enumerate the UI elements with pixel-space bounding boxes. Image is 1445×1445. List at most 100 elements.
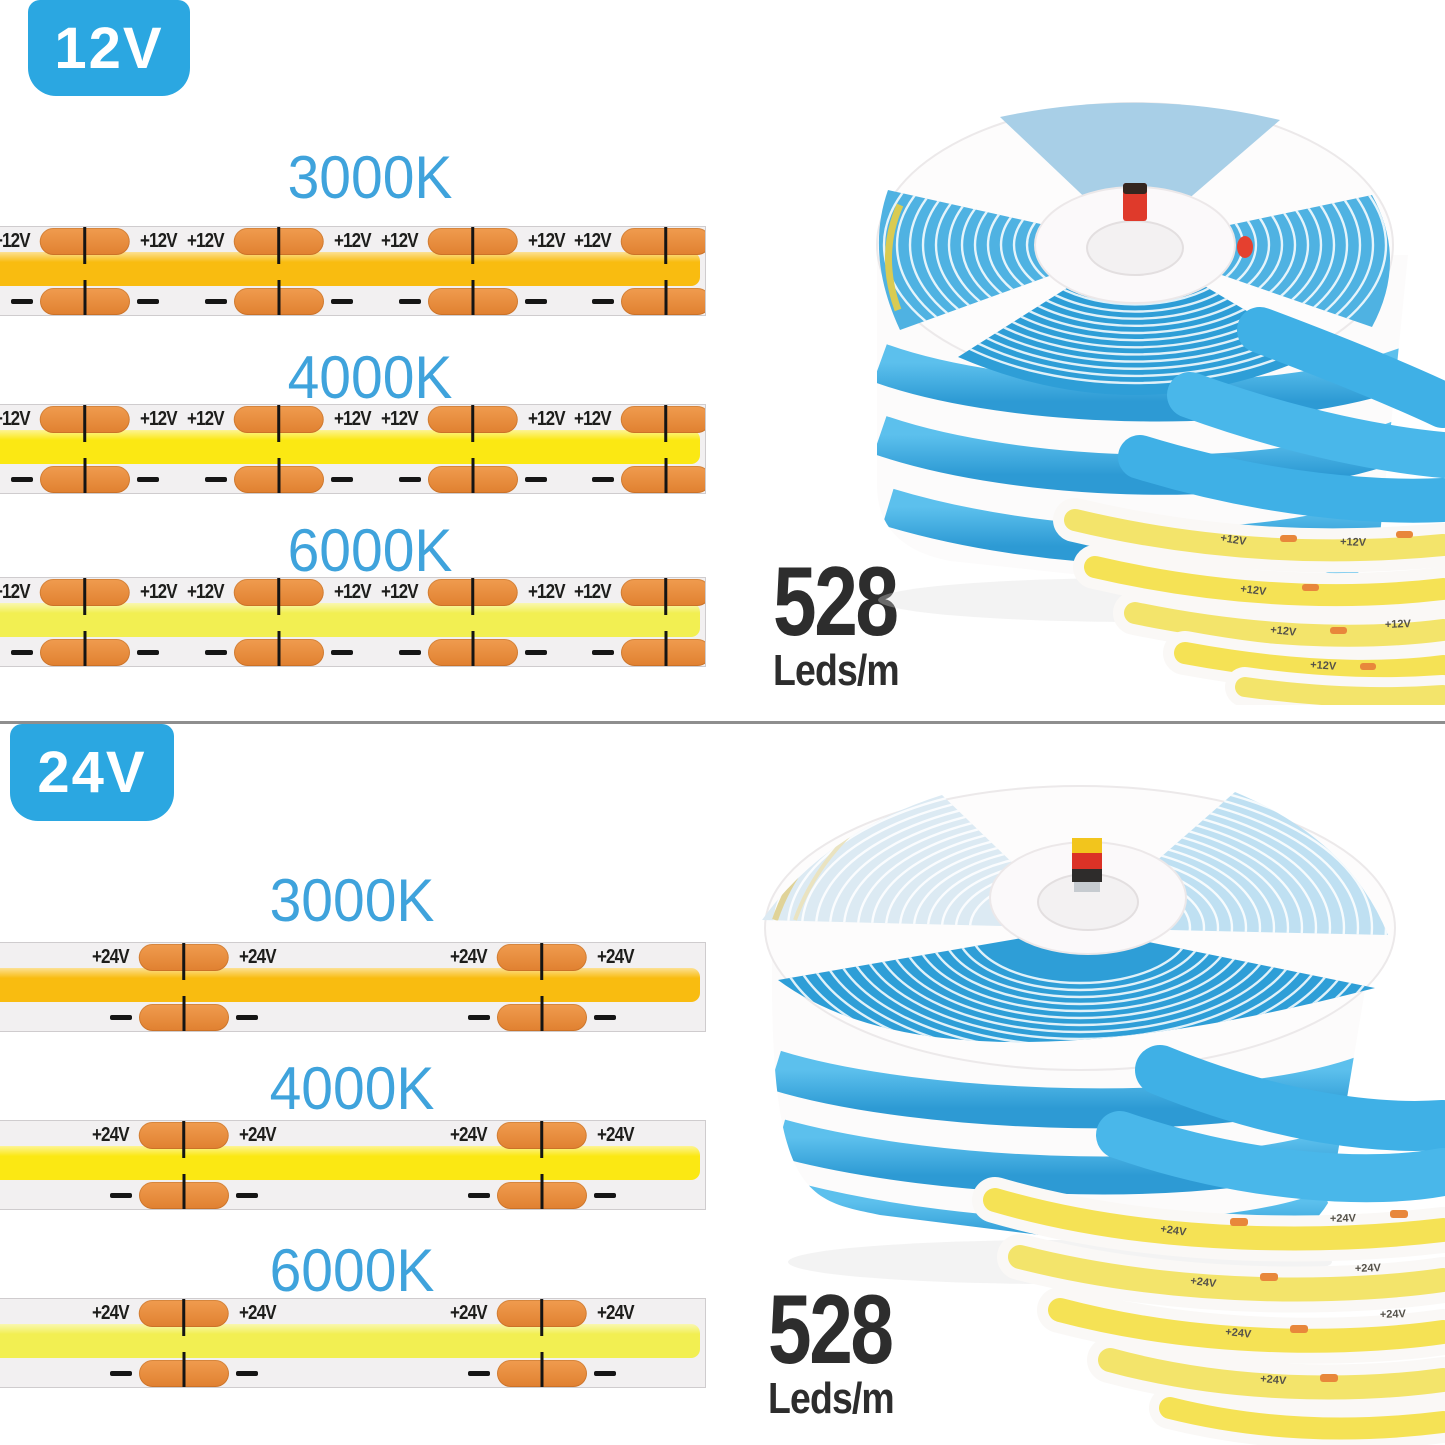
negative-marking	[236, 1371, 258, 1376]
pad-cut-line	[277, 458, 281, 493]
reel-top-face	[876, 102, 1394, 396]
positive-marking: +12V	[380, 581, 419, 603]
solder-pad	[497, 1121, 587, 1158]
positive-pad-group: +24V +24V	[89, 943, 280, 980]
light-emitting-band	[0, 968, 700, 1002]
cascade-voltage-text: +12V	[1240, 583, 1268, 598]
positive-marking: +24V	[597, 1124, 635, 1146]
pad-cut-line	[277, 578, 281, 615]
positive-marking: +12V	[573, 581, 612, 603]
negative-pad-group	[205, 458, 353, 493]
positive-pad-group: +24V +24V	[89, 1121, 280, 1158]
voltage-badge-24v: 24V	[10, 724, 174, 821]
solder-pad	[40, 458, 130, 493]
negative-marking	[110, 1015, 132, 1020]
positive-marking: +12V	[0, 581, 31, 603]
negative-marking	[594, 1015, 616, 1020]
positive-marking: +12V	[140, 230, 178, 252]
negative-pad-group	[399, 631, 547, 666]
cct-label-6000k: 6000K	[269, 1237, 435, 1304]
led-strip-3000k: +24V +24V +24V +24V	[0, 942, 706, 1032]
negative-pad-group	[468, 1352, 616, 1387]
positive-marking: +12V	[334, 408, 372, 430]
negative-pad-group	[399, 280, 547, 315]
pad-cut-line	[540, 996, 544, 1031]
negative-marking	[592, 299, 614, 304]
cascade-voltage-text: +12V	[1385, 618, 1412, 631]
cascade-voltage-text: +24V	[1355, 1262, 1382, 1275]
negative-marking	[468, 1015, 490, 1020]
negative-marking	[110, 1193, 132, 1198]
solder-pad	[234, 405, 324, 442]
pad-cut-line	[664, 405, 668, 442]
solder-pad	[428, 280, 518, 315]
solder-pad	[139, 1121, 229, 1158]
positive-marking: +24V	[239, 1124, 277, 1146]
positive-marking: +12V	[573, 230, 612, 252]
negative-marking	[399, 477, 421, 482]
pad-cut-line	[83, 458, 87, 493]
solder-pad	[139, 943, 229, 980]
led-density-value: 528	[773, 546, 899, 656]
solder-pad	[428, 458, 518, 493]
positive-pad-group: +12V+12V	[184, 405, 375, 442]
solder-pad	[428, 578, 518, 615]
product-photo-reel-24v: +24V +24V +24V +24V +24V +24V +24V	[762, 785, 1445, 1445]
negative-pad-group	[592, 458, 705, 493]
negative-marking	[110, 1371, 132, 1376]
positive-pad-group: +12V+12V	[0, 227, 180, 264]
wire-connector-24v	[1072, 838, 1102, 892]
positive-marking: +12V	[528, 408, 566, 430]
solder-pad	[621, 280, 705, 315]
negative-pad-group	[468, 996, 616, 1031]
positive-marking: +12V	[186, 230, 225, 252]
positive-marking: +24V	[239, 1302, 277, 1324]
cascade-voltage-text: +24V	[1225, 1326, 1253, 1341]
negative-marking	[468, 1193, 490, 1198]
positive-pad-group: +12V+12V	[378, 405, 569, 442]
led-density: 528 Leds/m	[768, 1280, 923, 1424]
positive-marking: +24V	[449, 1302, 488, 1324]
positive-pad-group: +12V +12V	[378, 578, 569, 615]
led-strip-4000k: +12V+12V+12V+12V+12V+12V+12V+12V	[0, 404, 706, 494]
negative-marking	[137, 477, 159, 482]
product-photo-reel-12v: +12V +12V +12V +12V +12V +12V	[876, 102, 1445, 705]
negative-marking	[205, 477, 227, 482]
solder-pad	[40, 227, 130, 264]
solder-pad	[621, 578, 705, 615]
light-emitting-band	[0, 603, 700, 637]
pad-cut-line	[277, 631, 281, 666]
pad-cut-line	[540, 1352, 544, 1387]
wire-tip	[1237, 236, 1253, 258]
positive-pad-group: +12V+12V	[571, 405, 705, 442]
solder-pad	[234, 458, 324, 493]
cascade-voltage-text: +24V	[1380, 1308, 1407, 1321]
negative-marking	[592, 650, 614, 655]
negative-marking	[399, 299, 421, 304]
pad-cut-line	[540, 943, 544, 980]
positive-pad-group: +24V +24V	[447, 1121, 638, 1158]
cct-label-6000k: 6000K	[287, 517, 453, 584]
negative-pad-group	[205, 280, 353, 315]
light-emitting-band	[0, 430, 700, 464]
cascade-voltage-text: +12V	[1310, 659, 1337, 673]
positive-marking: +12V	[380, 230, 419, 252]
negative-marking	[525, 650, 547, 655]
negative-marking	[594, 1193, 616, 1198]
reel-hub-hole	[1086, 220, 1184, 276]
negative-marking	[205, 650, 227, 655]
positive-marking: +24V	[449, 1124, 488, 1146]
positive-marking: +12V	[528, 581, 566, 603]
positive-pad-group: +24V +24V	[89, 1299, 280, 1336]
pad-cut-line	[83, 280, 87, 315]
voltage-badge-12v: 12V	[28, 0, 190, 96]
solder-pad	[621, 631, 705, 666]
reel-window-top	[1000, 102, 1280, 245]
negative-marking	[137, 650, 159, 655]
positive-marking: +12V	[334, 581, 372, 603]
solder-pad	[497, 1352, 587, 1387]
negative-marking	[137, 299, 159, 304]
positive-pad-group: +12V+12V	[378, 227, 569, 264]
pad-cut-line	[182, 1121, 186, 1158]
